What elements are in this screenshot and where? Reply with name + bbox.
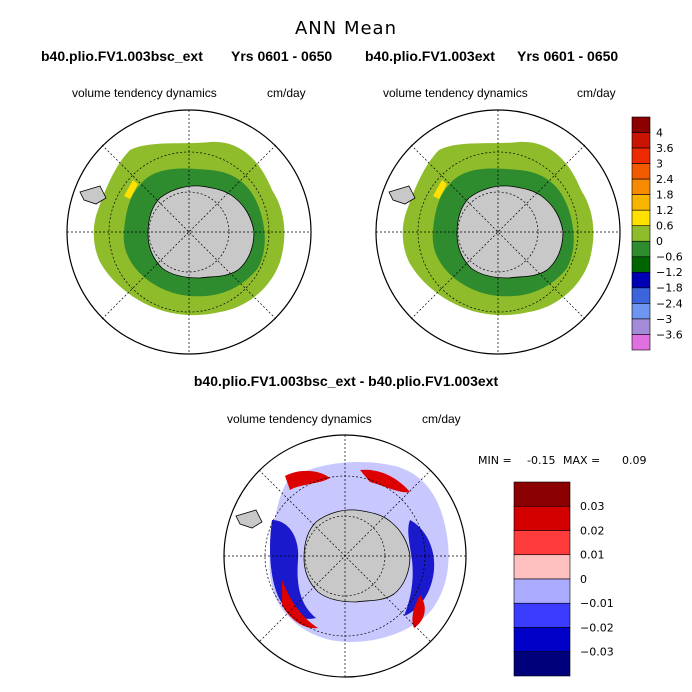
left-panel-years: Yrs 0601 - 0650 — [231, 48, 333, 64]
colorbar-top-label: −3.6 — [656, 328, 683, 341]
colorbar-top-label: −1.8 — [656, 282, 683, 295]
colorbar-top-label: 3 — [656, 157, 663, 170]
left-panel-units: cm/day — [267, 86, 306, 100]
colorbar-diff-label: −0.02 — [580, 621, 614, 634]
right-panel-variable: volume tendency dynamics — [383, 86, 528, 100]
colorbar-diff-swatch — [513, 530, 571, 556]
diff-red-zone — [282, 580, 318, 629]
max-label: MAX = — [563, 454, 601, 467]
colorbar-top-label: −2.4 — [656, 297, 683, 310]
colorbar-diff-label: 0.02 — [580, 524, 605, 537]
colorbar-top-label: −3 — [656, 313, 672, 326]
min-label: MIN = — [478, 454, 512, 467]
colorbar-top-label: −1.2 — [656, 266, 683, 279]
colorbar-diff-label: 0.03 — [580, 500, 605, 513]
figure-title: ANN Mean — [294, 18, 397, 39]
colorbar-diff-label: −0.01 — [580, 597, 614, 610]
diff-red-zone — [360, 469, 410, 493]
colorbar-diff-swatch — [513, 602, 571, 628]
colorbar-top-label: 4 — [656, 126, 663, 139]
colorbar-diff-swatch — [513, 481, 571, 507]
colorbar-top-label: −0.6 — [656, 251, 683, 264]
colorbar-diff-label: −0.03 — [580, 646, 614, 659]
right-panel-years: Yrs 0601 - 0650 — [517, 48, 619, 64]
colorbar-top-label: 0 — [656, 235, 663, 248]
colorbar-top-label: 3.6 — [656, 142, 674, 155]
diff-panel-variable: volume tendency dynamics — [227, 412, 372, 426]
south-america-land — [388, 185, 416, 205]
colorbar-diff-swatch — [513, 578, 571, 604]
colorbar-diff-label: 0 — [580, 573, 587, 586]
diff-panel-units: cm/day — [422, 412, 461, 426]
map-gridlines — [224, 435, 466, 677]
colorbar-diff-label: 0.01 — [580, 549, 605, 562]
max-value: 0.09 — [622, 454, 647, 467]
colorbar-top-swatch — [631, 334, 651, 351]
antarctica-land — [147, 185, 255, 279]
yellow-patch — [433, 180, 447, 199]
diff-blue-zone — [270, 520, 316, 619]
colorbar-top-label: 0.6 — [656, 220, 674, 233]
diff-red-zone — [285, 470, 330, 490]
diff-blue-zone — [404, 520, 435, 616]
right-panel-case: b40.plio.FV1.003ext — [365, 48, 495, 64]
left-panel-variable: volume tendency dynamics — [72, 86, 217, 100]
yellow-patch — [124, 180, 138, 199]
map-gridlines — [67, 110, 311, 354]
diff-panel-title: b40.plio.FV1.003bsc_ext - b40.plio.FV1.0… — [193, 373, 499, 389]
map-gridlines — [376, 110, 620, 354]
colorbar-top-label: 2.4 — [656, 173, 674, 186]
colorbar-diff-swatch — [513, 627, 571, 653]
colorbar-diff-swatch — [513, 554, 571, 580]
south-america-land — [79, 185, 107, 205]
min-value: -0.15 — [527, 454, 556, 467]
south-america-land — [235, 509, 263, 529]
colorbar-diff-swatch — [513, 505, 571, 531]
diff-red-zone — [412, 595, 425, 628]
colorbar-top-label: 1.8 — [656, 189, 674, 202]
right-panel-units: cm/day — [577, 86, 616, 100]
left-panel-case: b40.plio.FV1.003bsc_ext — [41, 48, 203, 64]
colorbar-diff-swatch — [513, 651, 571, 677]
colorbar-top-label: 1.2 — [656, 204, 674, 217]
